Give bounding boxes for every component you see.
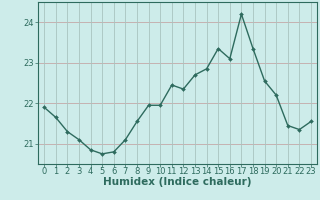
X-axis label: Humidex (Indice chaleur): Humidex (Indice chaleur)	[103, 177, 252, 187]
